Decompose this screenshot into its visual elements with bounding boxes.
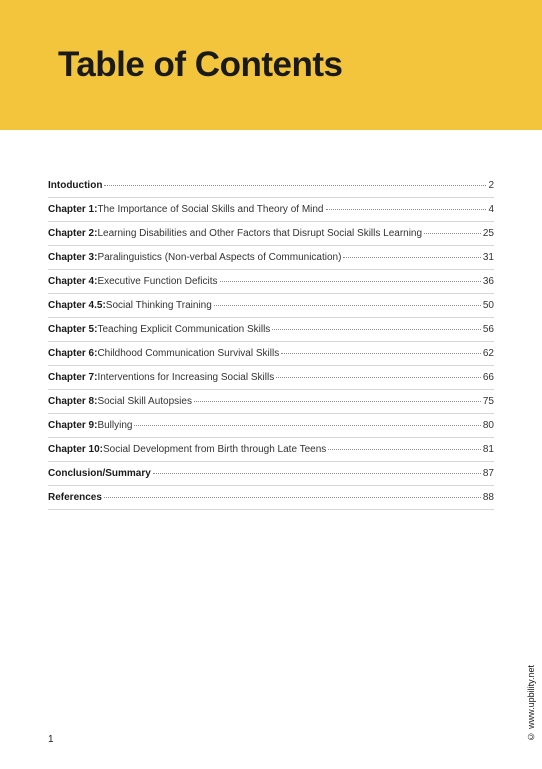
toc-entry-page: 87 (483, 468, 494, 479)
toc-entry-text: Teaching Explicit Communication Skills (97, 324, 270, 335)
toc-entry-bold: References (48, 492, 102, 503)
toc-leader-dots (153, 473, 481, 474)
toc-entry-page: 80 (483, 420, 494, 431)
toc-entry: Chapter 4.5: Social Thinking Training 50 (48, 300, 494, 318)
toc-entry-page: 62 (483, 348, 494, 359)
toc-entry-page: 31 (483, 252, 494, 263)
table-of-contents: Intoduction 2 Chapter 1: The Importance … (0, 130, 542, 510)
toc-entry-bold: Chapter 1: (48, 204, 97, 215)
toc-entry-bold: Chapter 6: (48, 348, 97, 359)
toc-entry-page: 25 (483, 228, 494, 239)
toc-entry-text: Social Thinking Training (106, 300, 212, 311)
toc-leader-dots (343, 257, 480, 258)
toc-leader-dots (134, 425, 480, 426)
toc-entry: Chapter 8: Social Skill Autopsies 75 (48, 396, 494, 414)
toc-entry-page: 4 (488, 204, 494, 215)
toc-entry-page: 50 (483, 300, 494, 311)
toc-entry-bold: Conclusion/Summary (48, 468, 151, 479)
toc-entry-bold: Chapter 2: (48, 228, 97, 239)
toc-entry: References 88 (48, 492, 494, 510)
toc-entry: Chapter 5: Teaching Explicit Communicati… (48, 324, 494, 342)
toc-entry-text: The Importance of Social Skills and Theo… (97, 204, 323, 215)
toc-entry-page: 81 (483, 444, 494, 455)
toc-entry: Chapter 7: Interventions for Increasing … (48, 372, 494, 390)
toc-leader-dots (276, 377, 481, 378)
toc-leader-dots (328, 449, 481, 450)
toc-entry-text: Bullying (97, 420, 132, 431)
page-number: 1 (48, 734, 54, 745)
toc-entry-text: Paralinguistics (Non-verbal Aspects of C… (97, 252, 341, 263)
toc-entry-bold: Chapter 7: (48, 372, 97, 383)
toc-entry-text: Childhood Communication Survival Skills (97, 348, 279, 359)
toc-entry: Chapter 10: Social Development from Birt… (48, 444, 494, 462)
toc-leader-dots (326, 209, 487, 210)
toc-leader-dots (194, 401, 481, 402)
page-title: Table of Contents (58, 45, 342, 85)
toc-leader-dots (272, 329, 481, 330)
toc-entry-bold: Chapter 9: (48, 420, 97, 431)
toc-entry-page: 88 (483, 492, 494, 503)
side-credit: © www.upbility.net (526, 665, 536, 741)
toc-leader-dots (220, 281, 481, 282)
toc-leader-dots (424, 233, 481, 234)
toc-entry-bold: Chapter 3: (48, 252, 97, 263)
toc-entry-bold: Chapter 4.5: (48, 300, 106, 311)
toc-entry: Intoduction 2 (48, 180, 494, 198)
toc-entry: Chapter 4: Executive Function Deficits 3… (48, 276, 494, 294)
toc-entry-page: 66 (483, 372, 494, 383)
toc-leader-dots (104, 497, 481, 498)
toc-entry: Chapter 2: Learning Disabilities and Oth… (48, 228, 494, 246)
toc-entry-bold: Intoduction (48, 180, 102, 191)
toc-entry-text: Social Development from Birth through La… (103, 444, 326, 455)
toc-entry-bold: Chapter 4: (48, 276, 97, 287)
toc-entry-page: 2 (488, 180, 494, 191)
toc-entry-bold: Chapter 8: (48, 396, 97, 407)
toc-entry-text: Social Skill Autopsies (97, 396, 192, 407)
toc-leader-dots (104, 185, 486, 186)
toc-entry: Conclusion/Summary 87 (48, 468, 494, 486)
toc-leader-dots (281, 353, 481, 354)
header-band: Table of Contents (0, 0, 542, 130)
toc-entry: Chapter 1: The Importance of Social Skil… (48, 204, 494, 222)
toc-entry-page: 36 (483, 276, 494, 287)
toc-entry-text: Interventions for Increasing Social Skil… (97, 372, 274, 383)
toc-entry-text: Learning Disabilities and Other Factors … (97, 228, 422, 239)
toc-entry: Chapter 3: Paralinguistics (Non-verbal A… (48, 252, 494, 270)
toc-entry-page: 75 (483, 396, 494, 407)
toc-entry-bold: Chapter 5: (48, 324, 97, 335)
toc-entry: Chapter 6: Childhood Communication Survi… (48, 348, 494, 366)
toc-entry-page: 56 (483, 324, 494, 335)
toc-entry-text: Executive Function Deficits (97, 276, 217, 287)
toc-leader-dots (214, 305, 481, 306)
toc-entry: Chapter 9: Bullying 80 (48, 420, 494, 438)
toc-entry-bold: Chapter 10: (48, 444, 103, 455)
